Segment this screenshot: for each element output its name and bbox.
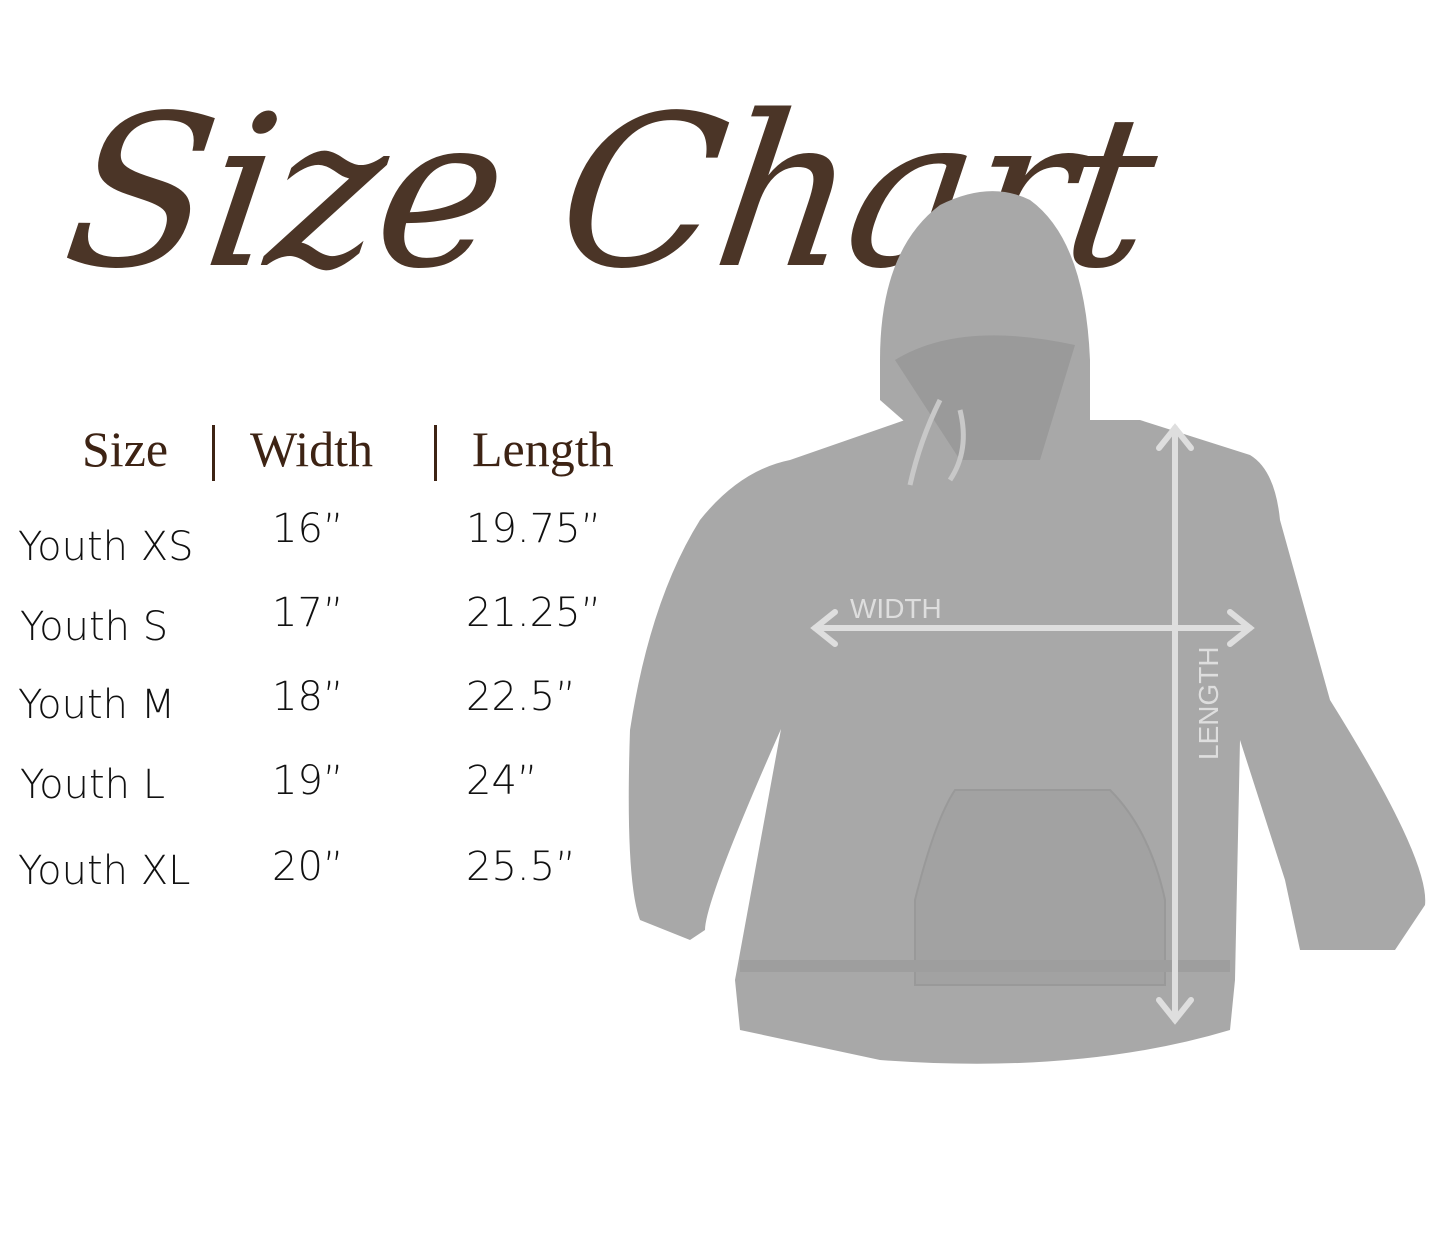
header-length: Length: [472, 421, 614, 477]
length-cell: 22.5”: [466, 674, 576, 720]
length-cell: 24”: [466, 758, 538, 804]
length-label: LENGTH: [1193, 646, 1224, 760]
size-cell: Youth L: [20, 762, 165, 808]
header-width: Width: [250, 421, 373, 477]
width-cell: 16”: [272, 506, 344, 552]
width-label: WIDTH: [850, 593, 942, 624]
length-arrow: [1156, 423, 1194, 1025]
drawstring: [907, 398, 966, 486]
size-cell: Youth S: [20, 604, 169, 650]
width-cell: 20”: [272, 844, 344, 890]
header-size: Size: [82, 421, 169, 477]
width-cell: 18”: [272, 674, 344, 720]
header-divider: [434, 425, 437, 481]
length-cell: 19.75”: [466, 506, 602, 552]
hoodie-image: [628, 191, 1426, 1064]
length-cell: 25.5”: [466, 844, 576, 890]
width-cell: 17”: [272, 590, 344, 636]
header-divider: [212, 425, 215, 481]
length-cell: 21.25”: [466, 590, 602, 636]
size-cell: Youth XL: [18, 848, 191, 894]
size-cell: Youth M: [18, 682, 176, 728]
size-cell: Youth XS: [18, 524, 194, 570]
width-cell: 19”: [272, 758, 344, 804]
